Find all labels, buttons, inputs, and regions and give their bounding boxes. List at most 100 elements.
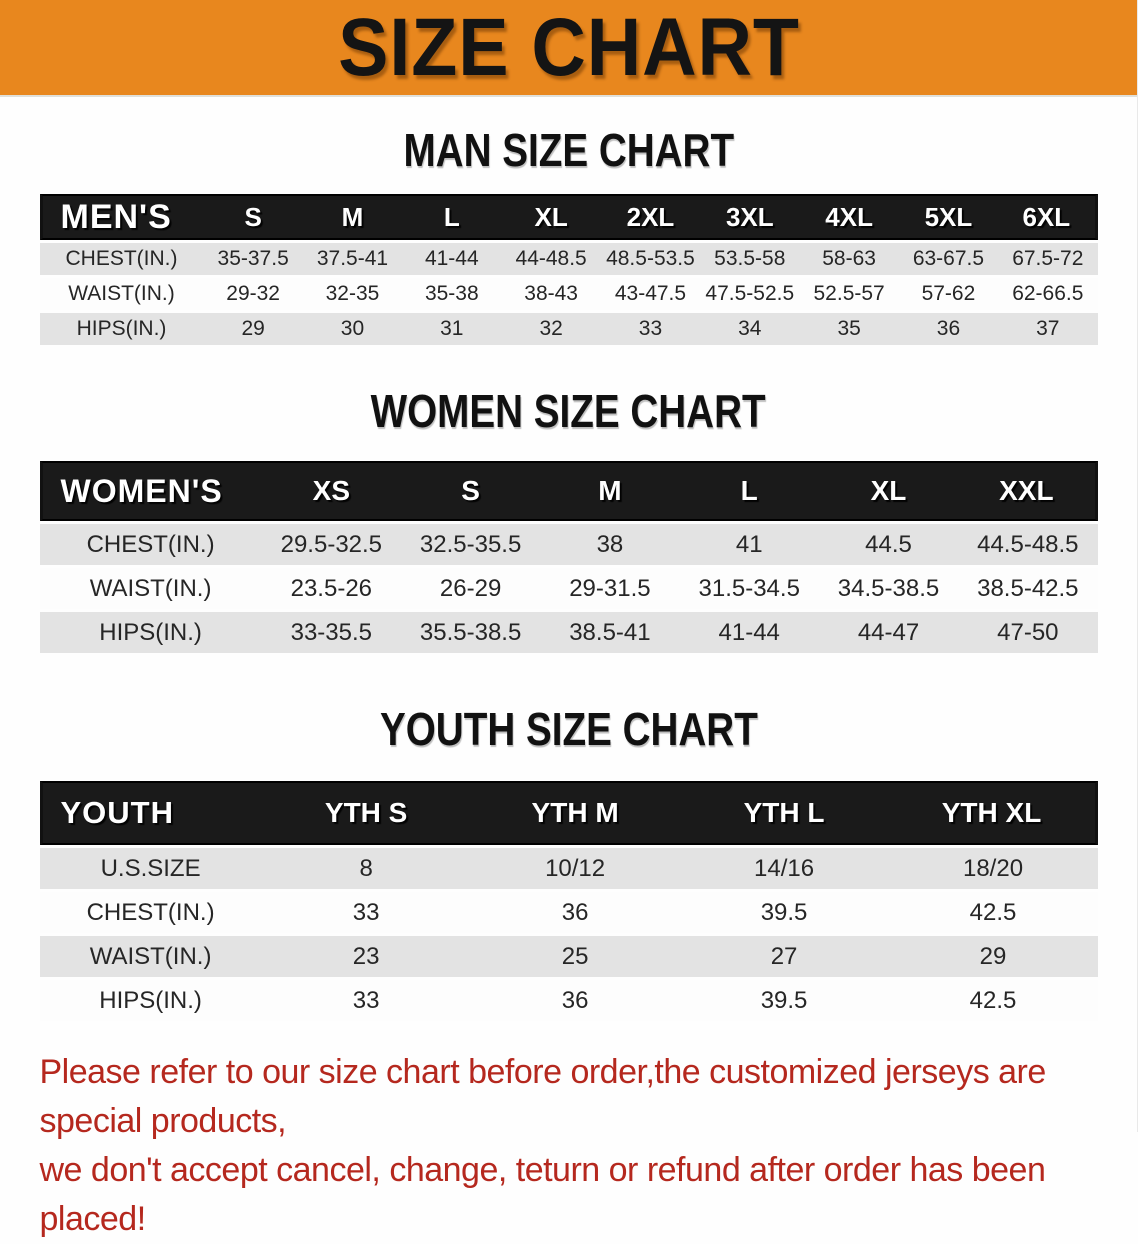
table-cell: 33 (261, 980, 471, 1021)
table-cell: 14/16 (679, 848, 889, 889)
column-header: 4XL (799, 194, 899, 240)
column-header: M (540, 461, 680, 521)
column-header: 6XL (998, 194, 1098, 240)
disclaimer-line-1: Please refer to our size chart before or… (39, 1053, 1047, 1140)
table-cell: 67.5-72 (998, 243, 1098, 275)
table-row: HIPS(IN.) 33-35.5 35.5-38.5 38.5-41 41-44 44-… (39, 612, 1098, 653)
table-cell: 31 (402, 313, 502, 345)
table-cell: 8 (261, 848, 471, 889)
table-row: WAIST(IN.) 23.5-26 26-29 29-31.5 31.5-34.5 34… (39, 568, 1098, 609)
table-title-cell: YOUTH (39, 781, 262, 845)
column-header: YTH S (261, 781, 471, 845)
table-cell: 41-44 (679, 612, 819, 653)
table-cell: 35-37.5 (203, 243, 303, 275)
table-cell: 35-38 (402, 278, 502, 310)
men-size-table: MEN'S S M L XL 2XL 3XL 4XL 5XL 6XL CHEST(IN.) 35-37… (39, 191, 1098, 348)
table-cell: 29.5-32.5 (261, 524, 401, 565)
table-cell: 38.5-42.5 (958, 568, 1098, 609)
row-label: HIPS(IN.) (39, 612, 262, 653)
table-title-cell: WOMEN'S (39, 461, 262, 521)
column-header: YTH L (679, 781, 889, 845)
table-cell: 47-50 (958, 612, 1098, 653)
table-cell: 38-43 (501, 278, 601, 310)
table-cell: 38 (540, 524, 680, 565)
column-header: YTH M (470, 781, 680, 845)
column-header: 3XL (700, 194, 800, 240)
size-table: YOUTH YTH S YTH M YTH L YTH XL U.S.SIZE 8 10/12… (39, 778, 1098, 1024)
table-cell: 33 (261, 892, 471, 933)
row-label: CHEST(IN.) (39, 892, 262, 933)
column-header: YTH XL (888, 781, 1098, 845)
table-cell: 37 (998, 313, 1098, 345)
table-cell: 25 (470, 936, 680, 977)
table-row: U.S.SIZE 8 10/12 14/16 18/20 (39, 848, 1098, 889)
table-cell: 32 (501, 313, 601, 345)
table-cell: 27 (679, 936, 889, 977)
disclaimer-line-2: we don't accept cancel, change, teturn o… (39, 1150, 1046, 1238)
column-header: 2XL (600, 194, 701, 240)
table-cell: 41-44 (402, 243, 502, 275)
table-cell: 35 (799, 313, 899, 345)
table-cell: 32.5-35.5 (400, 524, 541, 565)
table-cell: 30 (302, 313, 403, 345)
table-cell: 41 (679, 524, 819, 565)
table-cell: 44-47 (818, 612, 959, 653)
table-cell: 62-66.5 (998, 278, 1098, 310)
table-cell: 43-47.5 (600, 278, 701, 310)
table-cell: 31.5-34.5 (679, 568, 819, 609)
table-cell: 34.5-38.5 (818, 568, 959, 609)
table-cell: 29-31.5 (540, 568, 680, 609)
size-table: MEN'S S M L XL 2XL 3XL 4XL 5XL 6XL CHEST(IN.) 35-37… (39, 191, 1098, 348)
table-cell: 33-35.5 (261, 612, 401, 653)
table-cell: 29 (888, 936, 1098, 977)
table-cell: 58-63 (799, 243, 899, 275)
column-header: L (402, 194, 502, 240)
table-row: CHEST(IN.) 35-37.5 37.5-41 41-44 44-48.5 48.5… (39, 243, 1098, 275)
row-label: CHEST(IN.) (39, 243, 204, 275)
youth-heading-text: YOUTH SIZE CHART (379, 703, 758, 755)
table-cell: 42.5 (888, 980, 1098, 1021)
table-cell: 37.5-41 (302, 243, 403, 275)
table-cell: 48.5-53.5 (600, 243, 701, 275)
table-row: CHEST(IN.) 29.5-32.5 32.5-35.5 38 41 44.5 44.5… (39, 524, 1098, 565)
column-header: S (203, 194, 303, 240)
row-label: CHEST(IN.) (39, 524, 262, 565)
row-label: HIPS(IN.) (39, 313, 204, 345)
table-cell: 44-48.5 (501, 243, 601, 275)
table-header-row: YOUTH YTH S YTH M YTH L YTH XL (39, 781, 1098, 845)
column-header: L (679, 461, 819, 521)
women-heading-text: WOMEN SIZE CHART (371, 385, 766, 437)
table-cell: 23 (261, 936, 471, 977)
table-cell: 42.5 (888, 892, 1098, 933)
size-chart-banner: SIZE CHART (0, 0, 1137, 97)
men-heading-text: MAN SIZE CHART (403, 124, 734, 176)
size-chart-content: MAN SIZE CHART MEN'S S M L XL 2XL 3XL 4XL 5XL 6XL… (39, 123, 1098, 1024)
banner-title: SIZE CHART (337, 1, 800, 93)
table-cell: 53.5-58 (700, 243, 800, 275)
table-header-row: MEN'S S M L XL 2XL 3XL 4XL 5XL 6XL (39, 194, 1098, 240)
row-label: WAIST(IN.) (39, 278, 204, 310)
table-row: WAIST(IN.) 23 25 27 29 (39, 936, 1098, 977)
table-cell: 29-32 (203, 278, 303, 310)
table-cell: 36 (470, 892, 680, 933)
column-header: XXL (958, 461, 1098, 521)
table-cell: 36 (898, 313, 999, 345)
table-cell: 47.5-52.5 (700, 278, 800, 310)
table-cell: 23.5-26 (261, 568, 401, 609)
table-cell: 63-67.5 (898, 243, 999, 275)
women-size-table: WOMEN'S XS S M L XL XXL CHEST(IN.) 29.5-32.5 32.5… (39, 458, 1098, 656)
row-label: U.S.SIZE (39, 848, 262, 889)
youth-size-table: YOUTH YTH S YTH M YTH L YTH XL U.S.SIZE 8 10/12… (39, 778, 1098, 1024)
table-row: HIPS(IN.) 33 36 39.5 42.5 (39, 980, 1098, 1021)
table-cell: 36 (470, 980, 680, 1021)
men-section-heading: MAN SIZE CHART (40, 123, 1098, 177)
table-cell: 32-35 (302, 278, 403, 310)
size-table: WOMEN'S XS S M L XL XXL CHEST(IN.) 29.5-32.5 32.5… (39, 458, 1098, 656)
row-label: WAIST(IN.) (39, 568, 262, 609)
table-cell: 26-29 (400, 568, 541, 609)
table-cell: 18/20 (888, 848, 1098, 889)
table-cell: 57-62 (898, 278, 999, 310)
row-label: HIPS(IN.) (39, 980, 262, 1021)
column-header: S (400, 461, 541, 521)
column-header: XS (261, 461, 401, 521)
